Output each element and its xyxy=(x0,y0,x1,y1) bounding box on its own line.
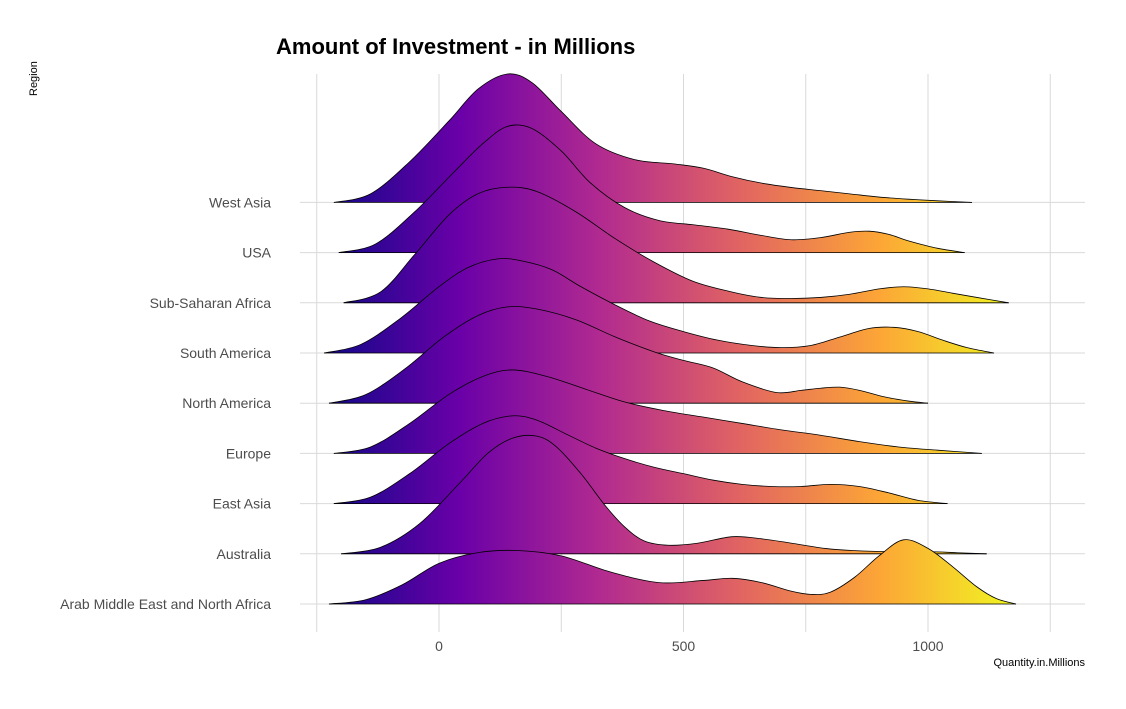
y-tick-label: West Asia xyxy=(209,194,271,210)
y-tick-label: USA xyxy=(242,245,271,261)
ridge-layer xyxy=(323,73,1017,605)
x-tick-label: 500 xyxy=(672,638,696,654)
ridge-outline xyxy=(338,124,965,253)
ridge-outline xyxy=(328,539,1017,605)
x-tick-label: 0 xyxy=(435,638,443,654)
chart-title: Amount of Investment - in Millions xyxy=(276,34,636,59)
x-tick-label: 1000 xyxy=(912,638,943,654)
label-layer: Arab Middle East and North Africa Austral… xyxy=(60,194,944,654)
y-tick-label: Europe xyxy=(226,445,271,461)
y-tick-label: Australia xyxy=(217,546,272,562)
ridge-area xyxy=(341,435,987,554)
ridge-outline xyxy=(333,415,948,504)
ridge-outline xyxy=(341,434,987,555)
ridge-outline xyxy=(323,258,995,354)
y-tick-label: Sub-Saharan Africa xyxy=(150,295,272,311)
ridge-outline xyxy=(333,369,982,454)
x-axis-title: Quantity.in.Millions xyxy=(993,657,1086,669)
y-tick-label: South America xyxy=(180,345,271,361)
y-tick-label: Arab Middle East and North Africa xyxy=(60,596,271,612)
y-tick-label: East Asia xyxy=(213,496,272,512)
ridge-outline xyxy=(328,306,929,404)
ridge-outline xyxy=(333,73,973,203)
ridge-area xyxy=(328,539,1017,604)
ridge-outline xyxy=(343,186,1009,304)
ridge-area xyxy=(333,73,973,203)
y-tick-label: North America xyxy=(182,395,271,411)
